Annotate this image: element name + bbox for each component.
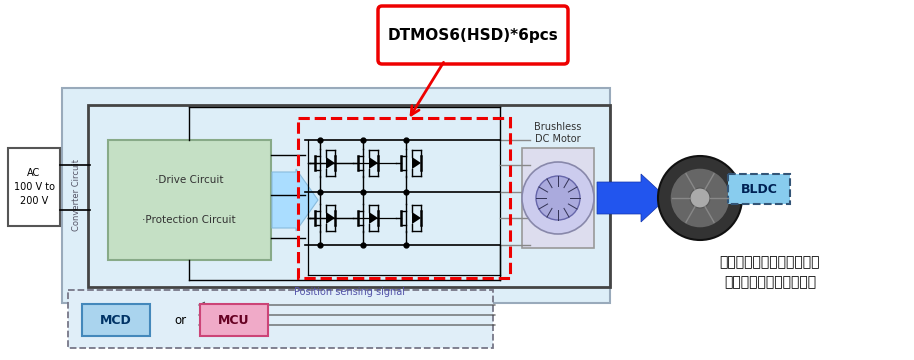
Bar <box>8 148 60 226</box>
Text: （例如空调室外机风扇）: （例如空调室外机风扇） <box>724 275 816 289</box>
Polygon shape <box>326 157 335 169</box>
Text: Converter Circuit: Converter Circuit <box>71 159 80 231</box>
Bar <box>82 304 150 336</box>
Text: DTMOS6(HSD)*6pcs: DTMOS6(HSD)*6pcs <box>388 27 558 42</box>
Bar <box>68 290 493 348</box>
Polygon shape <box>412 212 421 224</box>
FancyBboxPatch shape <box>378 6 568 64</box>
FancyArrow shape <box>597 174 667 222</box>
Bar <box>298 118 510 278</box>
Polygon shape <box>369 212 378 224</box>
Text: 家用电器风扇直流无刷电机: 家用电器风扇直流无刷电机 <box>719 255 820 269</box>
Text: AC
100 V to
200 V: AC 100 V to 200 V <box>14 168 55 206</box>
Circle shape <box>522 162 594 234</box>
Text: Brushless
DC Motor: Brushless DC Motor <box>535 122 581 144</box>
Bar <box>88 105 610 287</box>
Polygon shape <box>412 157 421 169</box>
Bar <box>108 140 271 260</box>
Bar <box>728 174 790 204</box>
Polygon shape <box>326 212 335 224</box>
FancyArrow shape <box>272 169 318 231</box>
Text: Position sensing signal: Position sensing signal <box>294 287 406 297</box>
Text: BLDC: BLDC <box>740 183 778 195</box>
Polygon shape <box>369 157 378 169</box>
Circle shape <box>658 156 742 240</box>
Bar <box>522 148 594 248</box>
Circle shape <box>690 188 710 208</box>
Circle shape <box>536 176 580 220</box>
Bar <box>62 88 610 303</box>
Bar <box>200 304 268 336</box>
Circle shape <box>670 168 730 228</box>
Text: ·Drive Circuit

·Protection Circuit: ·Drive Circuit ·Protection Circuit <box>143 175 236 225</box>
Text: MCD: MCD <box>101 314 132 327</box>
Text: MCU: MCU <box>218 314 250 327</box>
Text: or: or <box>174 314 186 327</box>
